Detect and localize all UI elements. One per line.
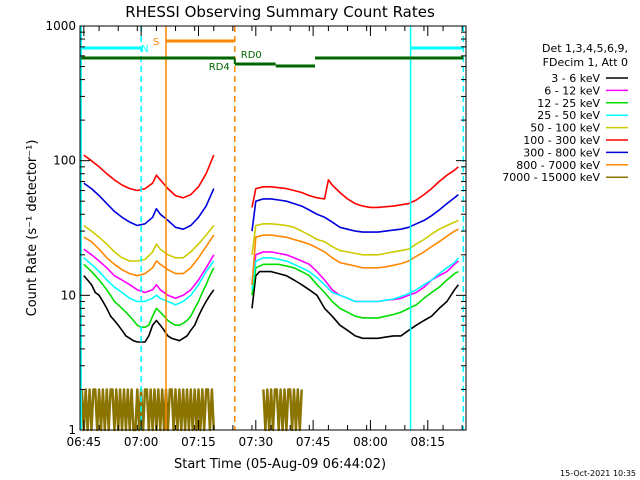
legend-label-s50_100: 50 - 100 keV — [530, 122, 600, 135]
x-tick-label-5: 08:00 — [353, 435, 388, 449]
x-axis-title: Start Time (05-Aug-09 06:44:02) — [174, 457, 386, 472]
x-tick-label-3: 07:30 — [239, 435, 274, 449]
series-line-s6_12-2 — [83, 248, 215, 300]
rd-label-rd0: RD0 — [241, 50, 262, 61]
chart-title: RHESSI Observing Summary Count Rates — [125, 3, 435, 21]
legend-label-s6_12: 6 - 12 keV — [544, 84, 600, 97]
plot-frame — [79, 25, 467, 431]
y-tick-label-0: 1 — [68, 423, 76, 437]
chart-marks: NS RD4 RD0 1 10 100 1000 06:45 07:00 07:15 07:30 07… — [45, 19, 628, 449]
series-line-s3_6-1 — [251, 270, 460, 340]
y-tick-label-2: 100 — [53, 154, 76, 168]
y-axis-title: Count Rate (s⁻¹ detector⁻¹) — [25, 140, 40, 317]
x-tick-label-1: 07:00 — [124, 435, 159, 449]
saa-marker-label: S — [153, 37, 159, 48]
legend-label-s100_300: 100 - 300 keV — [523, 134, 600, 147]
series-line-s300_800-12 — [83, 182, 215, 230]
y-tick-label-1: 10 — [61, 288, 76, 302]
night-marker-label: N — [141, 44, 148, 55]
legend-label-s25_50: 25 - 50 keV — [537, 109, 600, 122]
series-line-s800_7000-15 — [251, 228, 459, 285]
series-line-s100_300-10 — [83, 154, 215, 199]
series-line-s25_50-6 — [83, 257, 215, 306]
series-line-s300_800-13 — [251, 193, 459, 233]
series-line-s12_25-4 — [83, 263, 215, 329]
series-line-s800_7000-14 — [83, 234, 215, 277]
y-tick-label-3: 1000 — [45, 19, 76, 33]
series-line-s3_6-0 — [83, 275, 215, 343]
series-line-s25_50-7 — [251, 256, 460, 303]
legend-label-s12_25: 12 - 25 keV — [537, 97, 600, 110]
rd-label-rd4: RD4 — [209, 62, 230, 73]
legend-label-s300_800: 300 - 800 keV — [523, 146, 600, 159]
x-tick-label-0: 06:45 — [67, 435, 102, 449]
legend-label-s7000_15000: 7000 - 15000 keV — [502, 171, 600, 184]
legend-header-line-1: Det 1,3,4,5,6,9, — [542, 42, 628, 55]
legend-header-line-2: FDecim 1, Att 0 — [543, 56, 628, 69]
series-line-s50_100-9 — [251, 219, 459, 256]
series-line-s7000_15000-16 — [80, 388, 216, 432]
legend-label-s800_7000: 800 - 7000 keV — [516, 159, 600, 172]
series-line-s12_25-5 — [251, 263, 459, 319]
footer-date: 15-Oct-2021 10:35 — [560, 469, 636, 478]
x-tick-label-4: 07:45 — [296, 435, 331, 449]
legend-label-s3_6: 3 - 6 keV — [551, 72, 600, 85]
series-line-s50_100-8 — [83, 224, 215, 262]
x-tick-label-2: 07:15 — [181, 435, 216, 449]
series-line-s100_300-11 — [251, 166, 459, 209]
x-tick-label-6: 08:15 — [410, 435, 445, 449]
